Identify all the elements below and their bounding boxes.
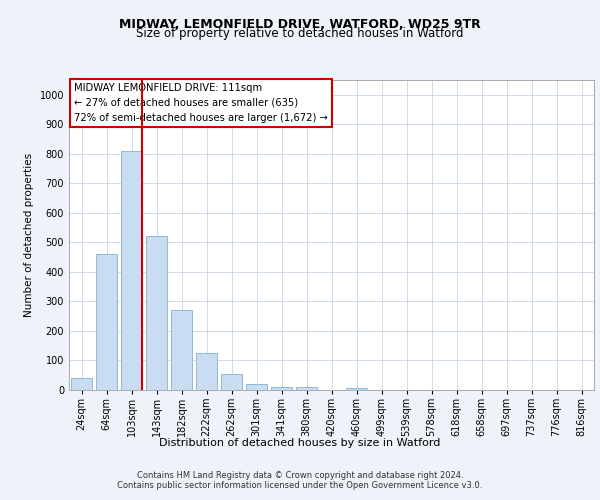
Bar: [121, 151, 142, 390]
Bar: [346, 388, 367, 390]
Bar: [71, 378, 92, 390]
Bar: [296, 387, 317, 390]
Text: Contains HM Land Registry data © Crown copyright and database right 2024.: Contains HM Land Registry data © Crown c…: [137, 472, 463, 480]
Text: MIDWAY, LEMONFIELD DRIVE, WATFORD, WD25 9TR: MIDWAY, LEMONFIELD DRIVE, WATFORD, WD25 …: [119, 18, 481, 30]
Bar: [246, 384, 267, 390]
Bar: [146, 236, 167, 390]
Text: Distribution of detached houses by size in Watford: Distribution of detached houses by size …: [160, 438, 440, 448]
Bar: [96, 254, 117, 390]
Bar: [271, 387, 292, 390]
Text: Size of property relative to detached houses in Watford: Size of property relative to detached ho…: [136, 26, 464, 40]
Text: Contains public sector information licensed under the Open Government Licence v3: Contains public sector information licen…: [118, 482, 482, 490]
Text: MIDWAY LEMONFIELD DRIVE: 111sqm
← 27% of detached houses are smaller (635)
72% o: MIDWAY LEMONFIELD DRIVE: 111sqm ← 27% of…: [74, 83, 328, 122]
Bar: [171, 310, 192, 390]
Bar: [221, 374, 242, 390]
Y-axis label: Number of detached properties: Number of detached properties: [24, 153, 34, 317]
Bar: [196, 353, 217, 390]
